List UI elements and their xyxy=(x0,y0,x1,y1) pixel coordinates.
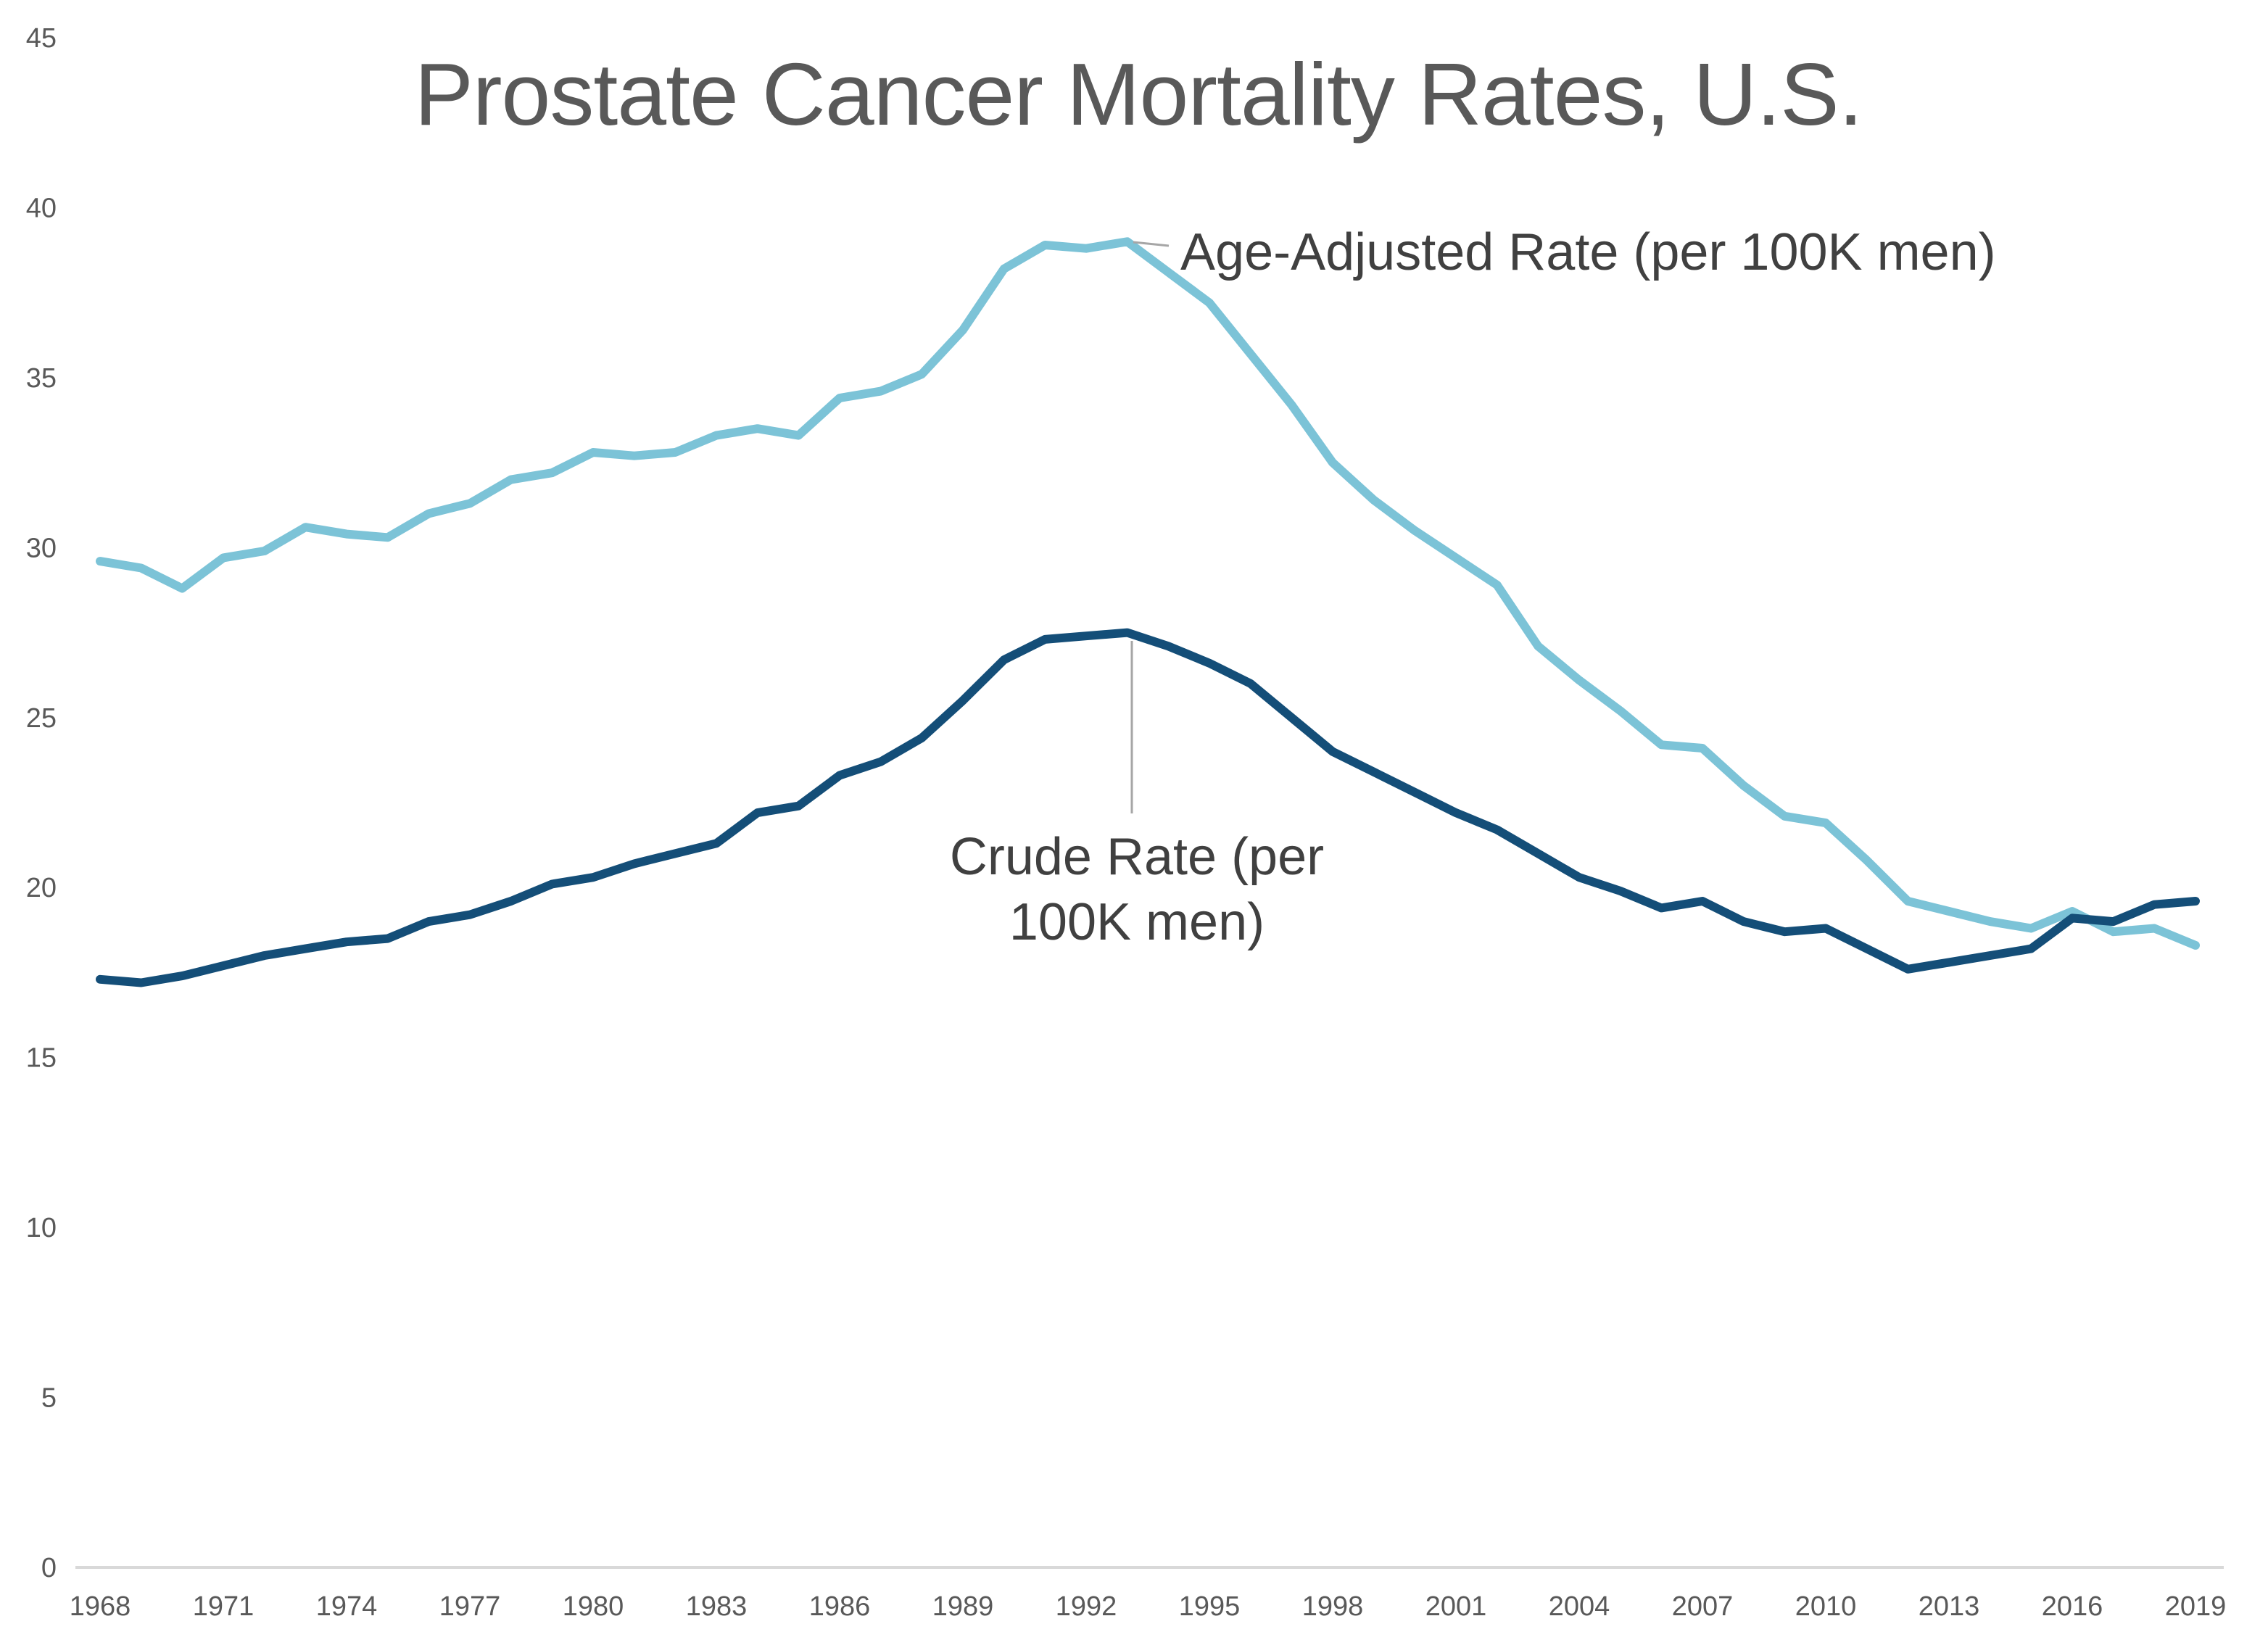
y-tick-label-10: 10 xyxy=(26,1213,57,1243)
crude-annotation-label-line1: Crude Rate (per xyxy=(950,828,1324,886)
age-adjusted-rate-line xyxy=(96,237,2200,950)
crude-rate-line xyxy=(96,628,2200,987)
x-tick-label-2004: 2004 xyxy=(1549,1591,1610,1622)
y-tick-label-20: 20 xyxy=(26,873,57,903)
y-tick-label-25: 25 xyxy=(26,703,57,734)
x-tick-label-2019: 2019 xyxy=(2165,1591,2227,1622)
x-axis-tick-labels: 1968 1971 1974 1977 1980 1983 1986 1989 1992 1995… xyxy=(70,1591,2227,1622)
x-tick-label-1974: 1974 xyxy=(316,1591,378,1622)
y-tick-label-30: 30 xyxy=(26,533,57,563)
y-axis-tick-labels: 0 5 10 15 20 25 30 35 40 45 xyxy=(26,23,57,1583)
x-tick-label-2001: 2001 xyxy=(1425,1591,1487,1622)
x-tick-label-2013: 2013 xyxy=(1919,1591,1980,1622)
x-tick-label-1989: 1989 xyxy=(932,1591,994,1622)
x-tick-label-1992: 1992 xyxy=(1056,1591,1117,1622)
x-tick-label-1998: 1998 xyxy=(1302,1591,1364,1622)
y-tick-label-45: 45 xyxy=(26,23,57,54)
x-tick-label-1983: 1983 xyxy=(686,1591,748,1622)
x-tick-label-1968: 1968 xyxy=(70,1591,131,1622)
y-tick-label-0: 0 xyxy=(41,1553,57,1583)
x-tick-label-1986: 1986 xyxy=(809,1591,871,1622)
y-tick-label-15: 15 xyxy=(26,1043,57,1074)
x-tick-label-1995: 1995 xyxy=(1179,1591,1241,1622)
x-tick-label-2010: 2010 xyxy=(1795,1591,1857,1622)
age-adjusted-annotation-leader-line xyxy=(1133,241,1170,247)
data-series-lines xyxy=(96,237,2200,987)
x-tick-label-1971: 1971 xyxy=(193,1591,254,1622)
x-tick-label-2016: 2016 xyxy=(2042,1591,2103,1622)
x-tick-label-1977: 1977 xyxy=(439,1591,501,1622)
x-tick-label-2007: 2007 xyxy=(1672,1591,1734,1622)
y-tick-label-35: 35 xyxy=(26,363,57,394)
y-tick-label-40: 40 xyxy=(26,193,57,223)
chart-title: Prostate Cancer Mortality Rates, U.S. xyxy=(414,45,1862,144)
x-tick-label-1980: 1980 xyxy=(563,1591,624,1622)
age-adjusted-annotation-label: Age-Adjusted Rate (per 100K men) xyxy=(1180,223,1996,281)
y-tick-label-5: 5 xyxy=(41,1383,57,1414)
crude-annotation-label-line2: 100K men) xyxy=(1009,893,1265,951)
